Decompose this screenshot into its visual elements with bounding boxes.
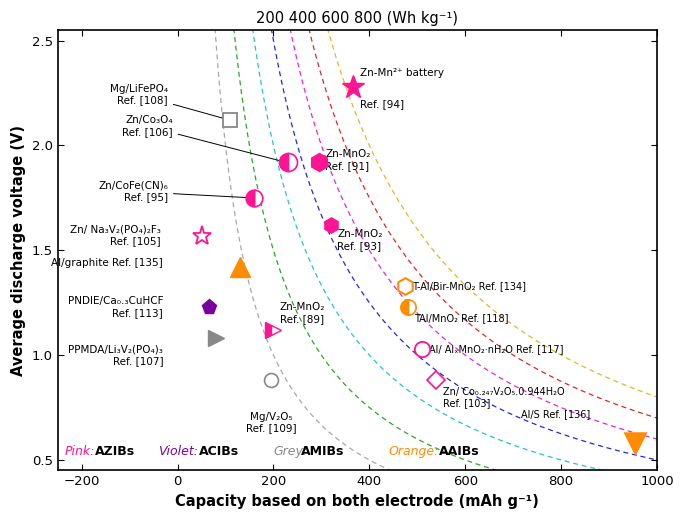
Text: AZIBs: AZIBs xyxy=(95,445,135,458)
Text: Al/ AlₓMnO₂·nH₂O Ref. [117]: Al/ AlₓMnO₂·nH₂O Ref. [117] xyxy=(429,344,563,354)
Text: Zn/CoFe(CN)₆
Ref. [95]: Zn/CoFe(CN)₆ Ref. [95] xyxy=(98,181,249,202)
Text: PNDIE/Ca₀.₃CuHCF
Ref. [113]: PNDIE/Ca₀.₃CuHCF Ref. [113] xyxy=(68,296,163,318)
Text: Zn/Co₃O₄
Ref. [106]: Zn/Co₃O₄ Ref. [106] xyxy=(122,115,283,162)
Text: Zn-Mn²⁺ battery: Zn-Mn²⁺ battery xyxy=(360,68,444,79)
Text: T-Al/Bir-MnO₂ Ref. [134]: T-Al/Bir-MnO₂ Ref. [134] xyxy=(412,281,527,291)
Text: Zn-MnO₂
Ref. [93]: Zn-MnO₂ Ref. [93] xyxy=(337,229,383,251)
Text: Violet:: Violet: xyxy=(158,445,199,458)
Text: Ref. [94]: Ref. [94] xyxy=(360,99,404,109)
Text: AAIBs: AAIBs xyxy=(439,445,480,458)
Text: TAl/MnO₂ Ref. [118]: TAl/MnO₂ Ref. [118] xyxy=(414,313,509,323)
Text: Al/graphite Ref. [135]: Al/graphite Ref. [135] xyxy=(51,258,163,268)
Text: PPMDA/Li₃V₂(PO₄)₃
Ref. [107]: PPMDA/Li₃V₂(PO₄)₃ Ref. [107] xyxy=(68,345,163,366)
Text: Orange:: Orange: xyxy=(388,445,439,458)
Text: Al/S Ref. [136]: Al/S Ref. [136] xyxy=(521,409,590,419)
Text: ACIBs: ACIBs xyxy=(199,445,239,458)
Text: Pink:: Pink: xyxy=(65,445,95,458)
Text: AMIBs: AMIBs xyxy=(301,445,345,458)
Text: Mg/LiFePO₄
Ref. [108]: Mg/LiFePO₄ Ref. [108] xyxy=(110,84,227,120)
Y-axis label: Average discharge voltage (V): Average discharge voltage (V) xyxy=(11,125,26,376)
Text: Zn/ Co₀.₂₄₇V₂O₅.0.944H₂O
Ref. [103]: Zn/ Co₀.₂₄₇V₂O₅.0.944H₂O Ref. [103] xyxy=(443,386,564,408)
X-axis label: Capacity based on both electrode (mAh g⁻¹): Capacity based on both electrode (mAh g⁻… xyxy=(175,494,539,509)
Text: Zn-MnO₂
Ref. [91]: Zn-MnO₂ Ref. [91] xyxy=(325,149,371,171)
Text: Zn/ Na₃V₂(PO₄)₂F₃
Ref. [105]: Zn/ Na₃V₂(PO₄)₂F₃ Ref. [105] xyxy=(70,225,161,246)
Text: Grey:: Grey: xyxy=(273,445,308,458)
Text: Zn-MnO₂
Ref. [89]: Zn-MnO₂ Ref. [89] xyxy=(279,302,325,323)
Title: 200 400 600 800 (Wh kg⁻¹): 200 400 600 800 (Wh kg⁻¹) xyxy=(256,11,458,26)
Text: Mg/V₂O₅
Ref. [109]: Mg/V₂O₅ Ref. [109] xyxy=(246,412,297,433)
